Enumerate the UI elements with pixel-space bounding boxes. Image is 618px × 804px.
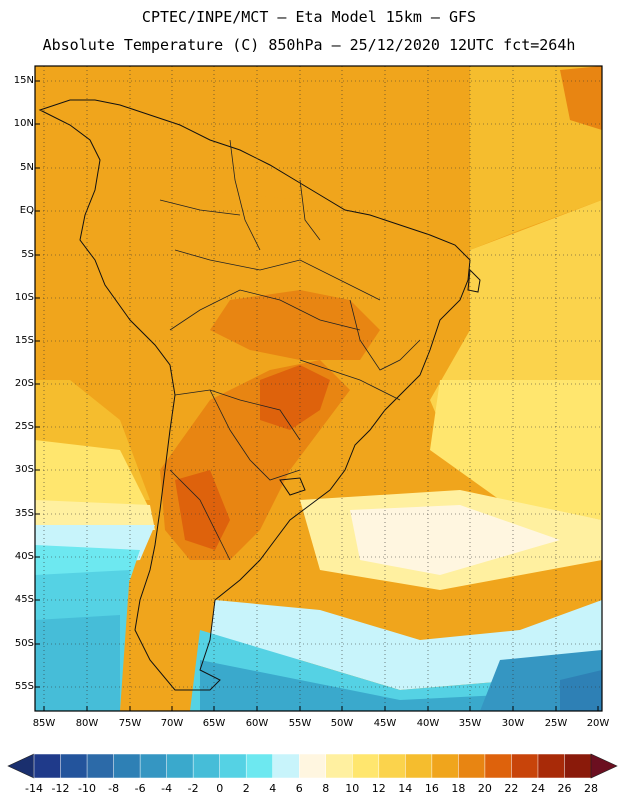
colorbar-label: 2 [242, 782, 250, 795]
lon-label: 50W [330, 718, 354, 729]
lat-label: EQ [19, 205, 34, 216]
colorbar-cell [272, 753, 300, 779]
colorbar-label: 0 [216, 782, 224, 795]
lon-label: 65W [202, 718, 226, 729]
colorbar-label: 18 [451, 782, 466, 795]
lon-label: 45W [373, 718, 397, 729]
lon-label: 85W [32, 718, 56, 729]
colorbar-label: 28 [584, 782, 598, 795]
colorbar-cell [458, 753, 486, 779]
colorbar-label: 8 [322, 782, 330, 795]
lon-label: 40W [416, 718, 440, 729]
colorbar-label: 4 [269, 782, 277, 795]
colorbar-label: 24 [531, 782, 545, 795]
colorbar-cell [219, 753, 247, 779]
colorbar-cell [113, 753, 141, 779]
colorbar-cell [352, 753, 380, 779]
colorbar-cell [431, 753, 459, 779]
colorbar-cell [33, 753, 62, 779]
chart-title-line2: Absolute Temperature (C) 850hPa – 25/12/… [42, 36, 576, 54]
colorbar-cell [511, 753, 539, 779]
lat-label: 5N [20, 162, 34, 173]
lat-label: 20S [14, 378, 34, 389]
lat-label: 25S [14, 421, 34, 432]
colorbar-cell [564, 753, 592, 779]
colorbar-end-low [7, 753, 35, 779]
colorbar-label: 14 [398, 782, 413, 795]
colorbar-cell [192, 753, 221, 779]
colorbar-cell [378, 753, 406, 779]
colorbar-label: -10 [78, 782, 96, 795]
temperature-field [35, 66, 602, 711]
colorbar-cell [60, 753, 88, 779]
lon-label: 80W [75, 718, 99, 729]
colorbar-label: 6 [295, 782, 303, 795]
lat-label: 15S [14, 335, 34, 346]
lat-lon-grid [35, 66, 602, 711]
lon-label: 70W [160, 718, 184, 729]
colorbar-label: 26 [557, 782, 572, 795]
lat-label: 55S [14, 681, 34, 692]
colorbar-cell [484, 753, 512, 779]
map-frame [34, 65, 603, 712]
country-borders [159, 139, 421, 561]
colorbar-cell [298, 753, 327, 779]
lat-label: 45S [14, 594, 34, 605]
colorbar-cell [325, 753, 353, 779]
lat-label: 10S [14, 292, 34, 303]
lon-label: 30W [501, 718, 525, 729]
lat-label: 10N [13, 118, 34, 129]
colorbar-cell [537, 753, 566, 779]
colorbar-cell [139, 753, 168, 779]
lat-label: 15N [13, 75, 34, 86]
lat-label: 5S [21, 249, 34, 260]
colorbar-cell [245, 753, 274, 779]
colorbar-label: 16 [424, 782, 439, 795]
colorbar-label: -2 [187, 782, 199, 795]
lat-label: 30S [14, 464, 34, 475]
coastlines [38, 99, 481, 691]
lon-label: 25W [544, 718, 568, 729]
colorbar-end-high [590, 753, 618, 779]
colorbar-label: -12 [51, 782, 70, 795]
colorbar [7, 753, 618, 779]
colorbar-label: 20 [477, 782, 492, 795]
chart-title-line1: CPTEC/INPE/MCT – Eta Model 15km – GFS [141, 8, 477, 26]
lat-label: 40S [14, 551, 34, 562]
colorbar-label: 12 [371, 782, 386, 795]
lon-label: 55W [288, 718, 312, 729]
colorbar-label: -14 [25, 782, 43, 795]
lat-label: 35S [14, 508, 34, 519]
colorbar-cell [405, 753, 433, 779]
colorbar-label: -6 [134, 782, 146, 795]
colorbar-label: 22 [504, 782, 519, 795]
lon-label: 60W [245, 718, 269, 729]
lat-label: 50S [14, 638, 34, 649]
colorbar-label: -4 [161, 782, 173, 795]
colorbar-label: 10 [345, 782, 360, 795]
lon-label: 20W [586, 718, 610, 729]
colorbar-label: -8 [108, 782, 120, 795]
colorbar-cell [166, 753, 194, 779]
axis-ticks [35, 80, 599, 711]
colorbar-cell [86, 753, 115, 779]
lon-label: 75W [118, 718, 142, 729]
lon-label: 35W [458, 718, 482, 729]
